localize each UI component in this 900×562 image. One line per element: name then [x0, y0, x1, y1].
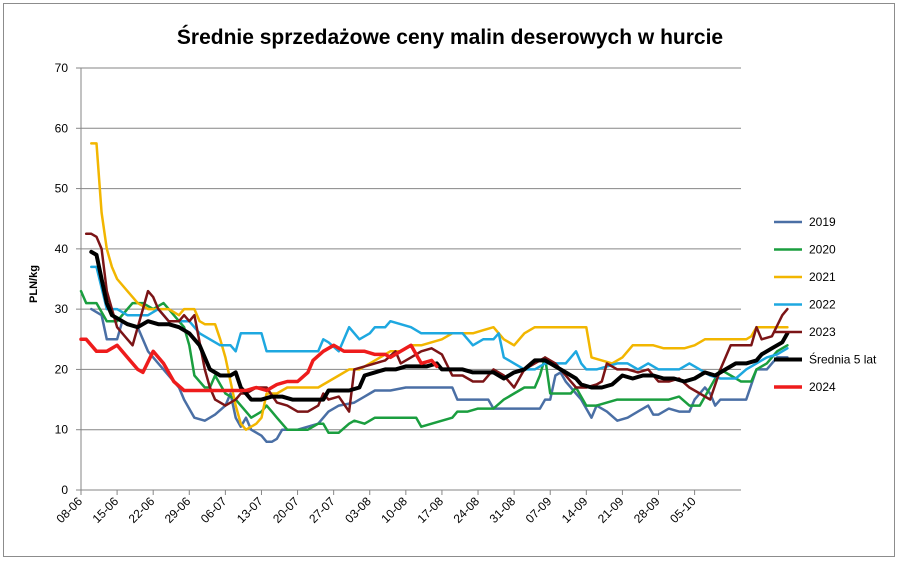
y-tick-label: 40	[55, 242, 69, 256]
y-tick-label: 30	[55, 302, 69, 316]
series-line-2022	[90, 265, 789, 380]
chart-frame: Średnie sprzedażowe ceny malin deserowyc…	[3, 3, 895, 557]
legend-label: Średnia 5 lat	[809, 352, 877, 367]
legend-label: 2023	[809, 325, 836, 339]
series-line-2019	[90, 307, 789, 444]
x-tick-label: 06-07	[198, 494, 230, 526]
x-tick-label: 21-09	[595, 494, 627, 526]
series-line-2020	[79, 289, 789, 434]
series-line--rednia-5-lat	[89, 249, 790, 402]
y-axis-label: PLN/kg	[28, 265, 40, 303]
legend: 2019 2020 2021 2022 2023 Średnia 5 lat 2024	[774, 215, 877, 394]
series-line-2023	[84, 232, 789, 413]
y-axis-ticks: 0 10 20 30 40 50 60 70	[55, 61, 81, 497]
legend-label: 2024	[809, 380, 836, 394]
x-tick-label: 29-06	[162, 494, 194, 526]
y-tick-label: 20	[55, 362, 69, 376]
x-tick-label: 24-08	[451, 494, 483, 526]
x-tick-label: 13-07	[234, 494, 266, 526]
x-tick-label: 10-08	[378, 494, 410, 526]
x-tick-label: 22-06	[126, 494, 158, 526]
x-tick-label: 15-06	[90, 494, 122, 526]
legend-label: 2019	[809, 215, 836, 229]
x-tick-label: 14-09	[559, 494, 591, 526]
legend-label: 2022	[809, 298, 836, 312]
chart-title: Średnie sprzedażowe ceny malin deserowyc…	[177, 25, 723, 49]
x-tick-label: 07-09	[523, 494, 555, 526]
x-tick-label: 28-09	[631, 494, 663, 526]
gridlines	[80, 67, 741, 491]
y-tick-label: 50	[55, 182, 69, 196]
legend-label: 2021	[809, 270, 836, 284]
y-tick-label: 0	[61, 483, 68, 497]
x-axis-ticks: 08-06 15-06 22-06 29-06 06-07 13-07 20-07 27-07…	[54, 490, 699, 526]
legend-label: 2020	[809, 243, 836, 257]
series-line-2024	[79, 337, 439, 393]
series-lines	[79, 142, 790, 444]
x-tick-label: 27-07	[306, 494, 338, 526]
x-tick-label: 03-08	[342, 494, 374, 526]
y-tick-label: 60	[55, 121, 69, 135]
x-tick-label: 17-08	[414, 494, 446, 526]
x-tick-label: 31-08	[487, 494, 519, 526]
x-tick-label: 08-06	[54, 494, 86, 526]
y-tick-label: 10	[55, 423, 69, 437]
x-tick-label: 05-10	[667, 494, 699, 526]
x-tick-label: 20-07	[270, 494, 302, 526]
y-tick-label: 70	[55, 61, 69, 75]
line-chart: Średnie sprzedażowe ceny malin deserowyc…	[28, 25, 877, 526]
